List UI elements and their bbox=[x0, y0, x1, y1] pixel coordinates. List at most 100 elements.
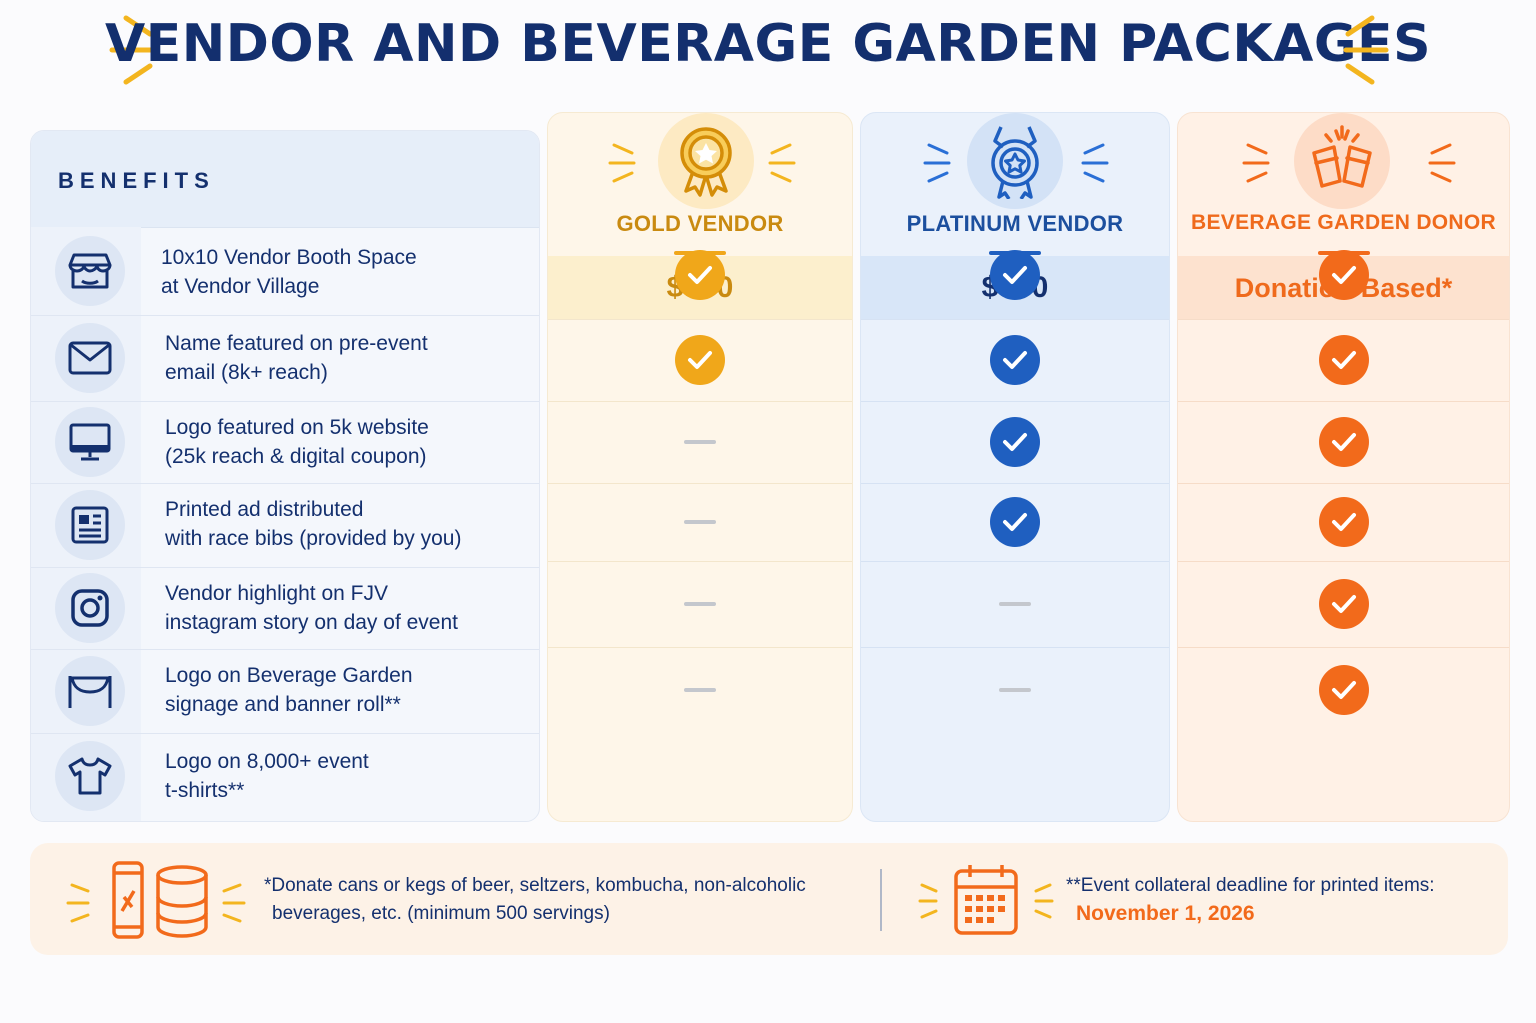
newspaper-icon bbox=[55, 490, 125, 560]
check-icon bbox=[1318, 497, 1369, 547]
check-icon bbox=[675, 250, 725, 300]
award-ribbon-icon bbox=[658, 113, 754, 209]
benefit-row: Logo featured on 5k website (25k reach &… bbox=[31, 401, 539, 484]
sparkle-right-icon bbox=[1081, 143, 1109, 183]
benefit-line: Logo on Beverage Garden bbox=[165, 664, 413, 687]
check-icon bbox=[1318, 579, 1369, 629]
benefit-line: email (8k+ reach) bbox=[165, 361, 328, 384]
tier-beverage-garden-donor: BEVERAGE GARDEN DONOR Donation-Based* bbox=[1177, 112, 1510, 822]
row-separator bbox=[1178, 401, 1509, 402]
row-separator bbox=[1178, 561, 1509, 562]
deadline-footnote: **Event collateral deadline for printed … bbox=[1066, 872, 1496, 928]
tier-cell bbox=[548, 647, 852, 733]
benefit-row: Vendor highlight on FJV instagram story … bbox=[31, 567, 539, 650]
benefit-line: (25k reach & digital coupon) bbox=[165, 445, 427, 468]
row-separator bbox=[861, 401, 1169, 402]
benefit-text: Logo on 8,000+ event t-shirts** bbox=[165, 747, 525, 805]
tier-cell bbox=[1178, 319, 1509, 401]
tier-gold-vendor: GOLD VENDOR $300 bbox=[547, 112, 853, 822]
row-separator bbox=[548, 401, 852, 402]
storefront-icon bbox=[55, 236, 125, 306]
benefits-header: BENEFITS bbox=[31, 131, 539, 228]
benefit-line: with race bibs (provided by you) bbox=[165, 527, 462, 550]
benefit-line: at Vendor Village bbox=[161, 275, 320, 298]
row-separator bbox=[548, 647, 852, 648]
tier-cell bbox=[1178, 483, 1509, 561]
check-icon bbox=[1318, 417, 1369, 467]
sparkle-right-icon bbox=[1428, 143, 1456, 183]
check-icon bbox=[990, 335, 1040, 385]
footnote-line: *Donate cans or kegs of beer, seltzers, … bbox=[264, 875, 806, 896]
tier-cell bbox=[548, 561, 852, 647]
tier-cell bbox=[548, 483, 852, 561]
tier-name: BEVERAGE GARDEN DONOR bbox=[1191, 211, 1496, 234]
monitor-icon bbox=[55, 407, 125, 477]
check-icon bbox=[1318, 335, 1369, 385]
instagram-icon bbox=[55, 573, 125, 643]
row-separator bbox=[1178, 483, 1509, 484]
row-separator bbox=[861, 561, 1169, 562]
benefit-text: Printed ad distributed with race bibs (p… bbox=[165, 495, 525, 553]
tier-cell bbox=[861, 231, 1169, 319]
benefit-text: Logo on Beverage Garden signage and bann… bbox=[165, 661, 525, 719]
benefits-panel: BENEFITS 10x10 Vendor Booth Space at Ven… bbox=[30, 130, 540, 822]
row-separator bbox=[548, 319, 852, 320]
benefit-line: 10x10 Vendor Booth Space bbox=[161, 246, 417, 269]
row-separator bbox=[861, 319, 1169, 320]
sparkle-left-icon bbox=[1242, 143, 1270, 183]
cheers-cups-icon bbox=[1294, 113, 1390, 209]
benefit-line: Name featured on pre-event bbox=[165, 332, 428, 355]
row-separator bbox=[1178, 319, 1509, 320]
benefit-text: 10x10 Vendor Booth Space at Vendor Villa… bbox=[161, 243, 521, 301]
benefit-row: 10x10 Vendor Booth Space at Vendor Villa… bbox=[31, 227, 539, 316]
benefit-row: Logo on 8,000+ event t-shirts** bbox=[31, 733, 539, 821]
check-icon bbox=[990, 417, 1040, 467]
not-included-dash-icon bbox=[684, 520, 716, 524]
burst-right-icon bbox=[1343, 15, 1389, 85]
tier-name: PLATINUM VENDOR bbox=[906, 211, 1124, 236]
cans-and-keg-icon bbox=[66, 861, 246, 939]
not-included-dash-icon bbox=[684, 688, 716, 692]
calendar-icon bbox=[918, 865, 1054, 935]
check-icon bbox=[675, 335, 725, 385]
benefit-row: Name featured on pre-event email (8k+ re… bbox=[31, 315, 539, 402]
title-area: VENDOR AND BEVERAGE GARDEN PACKAGES bbox=[0, 0, 1536, 100]
sparkle-right-icon bbox=[768, 143, 796, 183]
tier-cell bbox=[861, 483, 1169, 561]
page-title: VENDOR AND BEVERAGE GARDEN PACKAGES bbox=[104, 14, 1432, 74]
benefit-text: Vendor highlight on FJV instagram story … bbox=[165, 579, 525, 637]
row-separator bbox=[548, 561, 852, 562]
benefit-text: Name featured on pre-event email (8k+ re… bbox=[165, 329, 525, 387]
not-included-dash-icon bbox=[684, 440, 716, 444]
check-icon bbox=[1318, 250, 1369, 300]
row-separator bbox=[861, 483, 1169, 484]
tier-cell bbox=[548, 319, 852, 401]
check-icon bbox=[990, 250, 1040, 300]
benefit-line: Vendor highlight on FJV bbox=[165, 582, 388, 605]
tier-cell bbox=[861, 561, 1169, 647]
benefit-line: Logo on 8,000+ event bbox=[165, 750, 369, 773]
deadline-date: November 1, 2026 bbox=[1076, 902, 1255, 925]
check-icon bbox=[990, 497, 1040, 547]
not-included-dash-icon bbox=[999, 688, 1031, 692]
footnotes-bar: *Donate cans or kegs of beer, seltzers, … bbox=[30, 843, 1508, 955]
benefit-row: Logo on Beverage Garden signage and bann… bbox=[31, 649, 539, 734]
tier-name: GOLD VENDOR bbox=[616, 211, 784, 236]
envelope-icon bbox=[55, 323, 125, 393]
benefit-line: Logo featured on 5k website bbox=[165, 416, 429, 439]
row-separator bbox=[861, 647, 1169, 648]
banner-icon bbox=[55, 656, 125, 726]
benefit-line: t-shirts** bbox=[165, 779, 245, 802]
donation-footnote: *Donate cans or kegs of beer, seltzers, … bbox=[264, 872, 844, 928]
sparkle-left-icon bbox=[923, 143, 951, 183]
footnote-line: beverages, etc. (minimum 500 servings) bbox=[272, 903, 610, 924]
tier-cell bbox=[861, 647, 1169, 733]
tier-cell bbox=[1178, 401, 1509, 483]
not-included-dash-icon bbox=[999, 602, 1031, 606]
footer-divider bbox=[880, 869, 882, 931]
benefit-text: Logo featured on 5k website (25k reach &… bbox=[165, 413, 525, 471]
tier-cell bbox=[548, 401, 852, 483]
benefit-line: instagram story on day of event bbox=[165, 611, 458, 634]
tier-cell bbox=[1178, 231, 1509, 319]
tier-cell bbox=[1178, 561, 1509, 647]
